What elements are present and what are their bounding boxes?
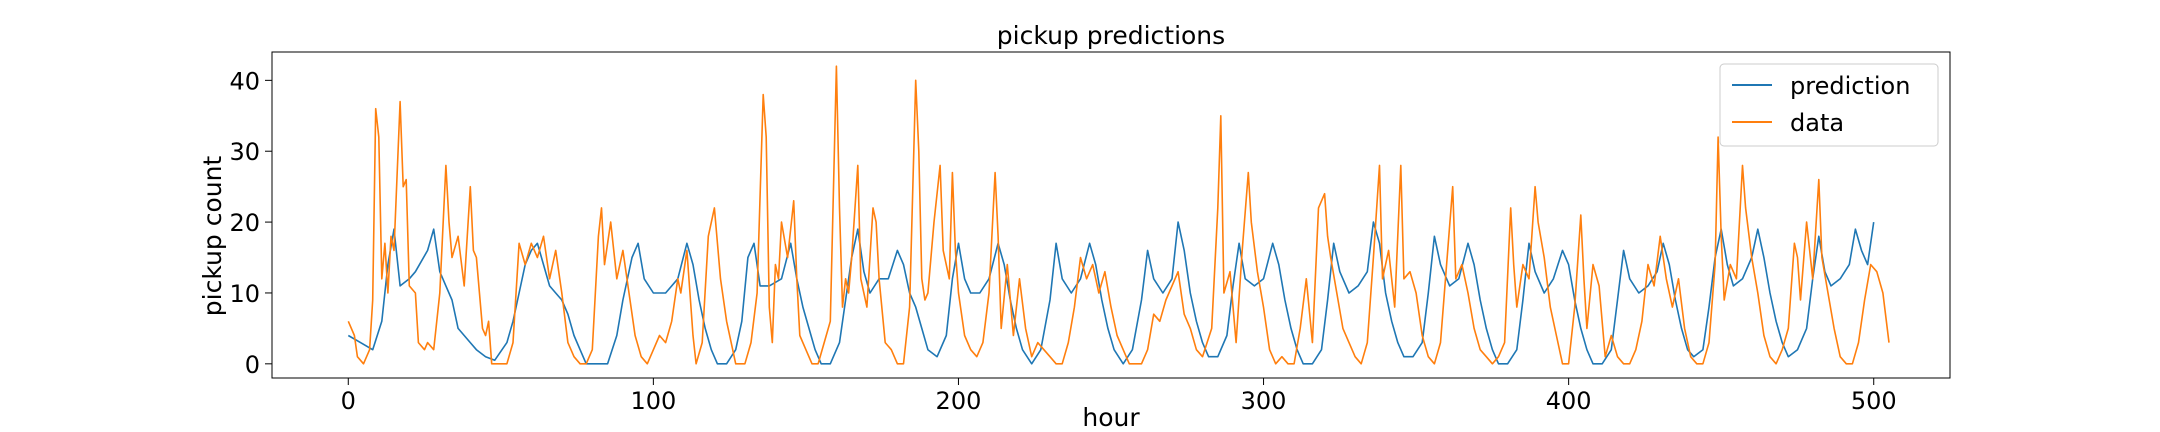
series-line-data [347,65,1890,365]
plot-area [347,65,1890,365]
x-axis-label: hour [1082,403,1140,432]
x-tick-label: 100 [630,387,676,415]
y-tick-label: 40 [229,67,260,95]
series-line-prediction [347,221,1875,365]
y-axis-label: pickup count [198,156,227,317]
y-tick-label: 10 [229,280,260,308]
plot-frame [271,51,1951,379]
legend-label-data: data [1790,109,1844,137]
legend: prediction data [1719,63,1939,147]
y-tick-label: 20 [229,209,260,237]
y-tick-label: 30 [229,138,260,166]
x-tick-label: 500 [1851,387,1897,415]
x-tick-label: 400 [1546,387,1592,415]
axes: 0 100 200 300 400 500 0 10 20 30 40 [229,51,1951,415]
x-tick-label: 200 [936,387,982,415]
legend-box [1719,63,1939,147]
x-tick-label: 0 [341,387,356,415]
x-tick-label: 300 [1241,387,1287,415]
chart-title: pickup predictions [997,21,1225,50]
legend-label-prediction: prediction [1790,72,1910,100]
y-tick-label: 0 [245,351,260,379]
